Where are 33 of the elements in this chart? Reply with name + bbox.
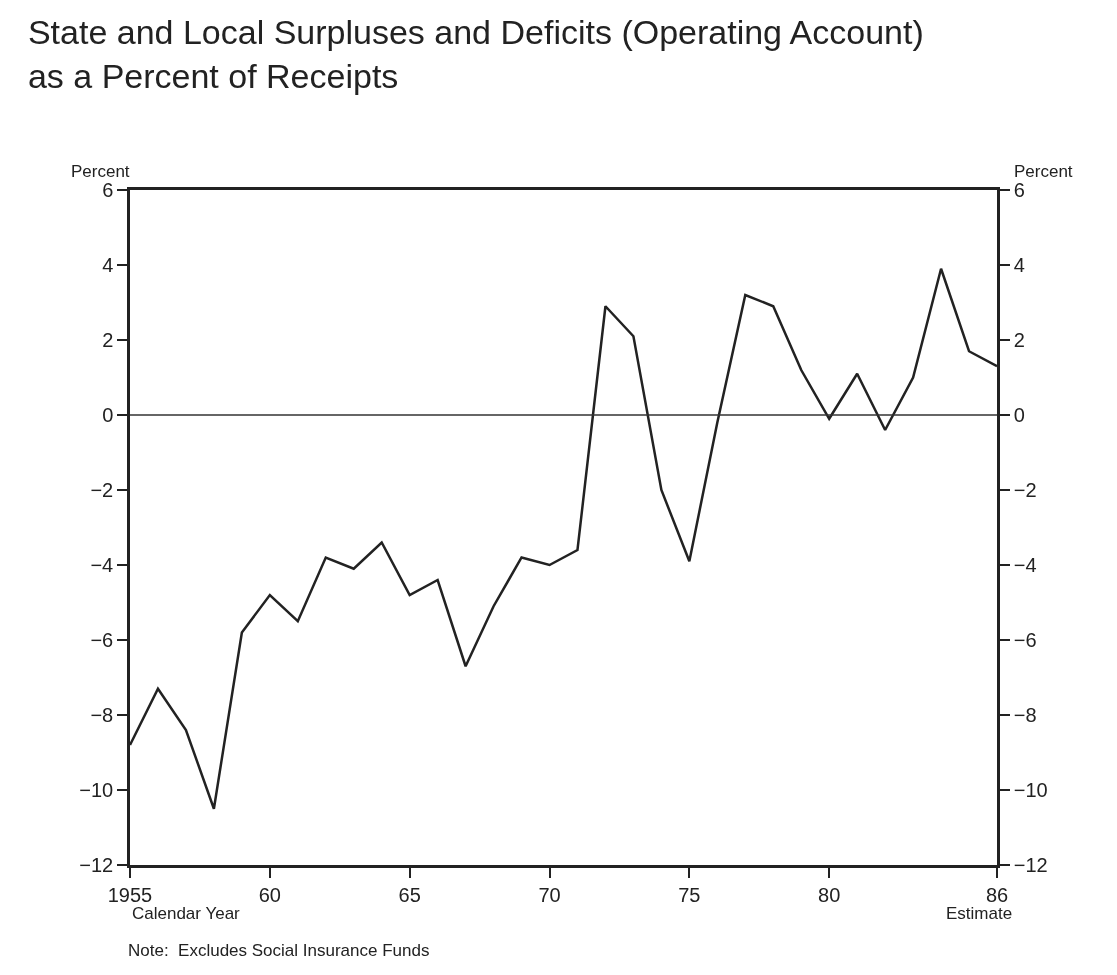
y-tick-label: 4	[102, 254, 114, 276]
y-tick-label: −8	[90, 704, 114, 726]
x-tick-label: 1955	[107, 883, 153, 906]
y2-tick-label: −2	[1013, 479, 1037, 501]
y2-tick-label: 2	[1013, 329, 1025, 351]
text: Note: Excludes Social Insurance Funds	[128, 941, 430, 960]
y2-axis-title: Percent	[1014, 162, 1073, 181]
y-tick-label: −6	[90, 629, 114, 651]
x-tick-label: 86	[985, 883, 1009, 906]
x-axis-title: Calendar Year	[132, 904, 241, 923]
y-tick-label: −10	[79, 779, 114, 801]
x-tick-label: 60	[258, 883, 281, 906]
x-tick-label: 70	[538, 883, 561, 906]
y2-tick-label: −4	[1013, 554, 1037, 576]
y2-tick-label: −12	[1013, 854, 1048, 876]
x-tick-label: 80	[818, 883, 841, 906]
y2-tick-label: 6	[1013, 179, 1025, 201]
y-tick-label: −4	[90, 554, 114, 576]
y-tick-label: 0	[102, 404, 114, 426]
y-tick-label: 2	[102, 329, 114, 351]
x-tick-label: 65	[398, 883, 421, 906]
y2-tick-label: 4	[1013, 254, 1025, 276]
y2-tick-label: −8	[1013, 704, 1037, 726]
y-axis-title: Percent	[71, 162, 130, 181]
y2-tick-label: 0	[1013, 404, 1025, 426]
y-tick-label: 6	[102, 179, 114, 201]
y2-tick-label: −10	[1013, 779, 1048, 801]
chart-title: State and Local Surpluses and Deficits (Operating Account) as a Percent of Receipts	[27, 12, 924, 96]
y-tick-label: −2	[90, 479, 114, 501]
text: Estimate	[946, 904, 1013, 923]
x-tick-label: 75	[678, 883, 701, 906]
y2-tick-label: −6	[1013, 629, 1037, 651]
y-tick-label: −12	[79, 854, 114, 876]
